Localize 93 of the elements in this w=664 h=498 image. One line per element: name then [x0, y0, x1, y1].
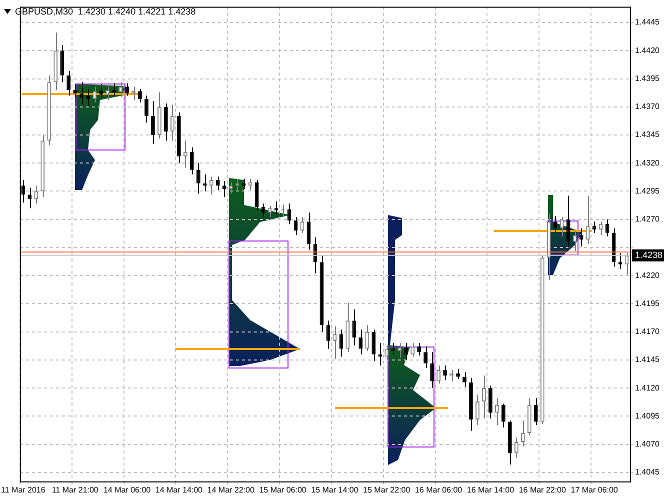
candlestick: [566, 195, 570, 248]
candlestick: [183, 140, 188, 168]
candlestick: [144, 95, 148, 124]
candlestick: [112, 82, 116, 96]
x-tick-label: 15 Mar 22:00: [363, 485, 411, 494]
candlestick: [274, 200, 278, 216]
candlestick: [436, 365, 440, 384]
y-tick-label: 1.4220: [635, 270, 660, 280]
x-tick-label: 14 Mar 06:00: [103, 485, 152, 494]
candlestick: [80, 82, 84, 106]
candlestick: [254, 179, 259, 211]
ref-line-label: 1.4238: [635, 250, 663, 260]
candlestick: [476, 394, 480, 426]
candlestick: [99, 84, 103, 98]
candlestick: [365, 324, 370, 352]
candlestick: [66, 70, 71, 96]
candlestick: [151, 100, 155, 145]
candlestick: [579, 228, 584, 247]
y-tick-label: 1.4270: [635, 214, 660, 224]
candlestick: [261, 203, 266, 218]
candlestick: [228, 182, 233, 194]
candlestick: [86, 88, 90, 106]
candlestick: [404, 342, 408, 360]
y-tick-label: 1.4170: [635, 327, 660, 336]
candlestick: [164, 103, 168, 142]
y-tick-label: 1.4420: [635, 46, 660, 55]
candlestick: [132, 86, 136, 101]
candlestick: [92, 86, 97, 103]
candlestick: [410, 342, 415, 358]
y-tick-label: 1.4195: [635, 298, 660, 308]
candlestick: [34, 185, 38, 204]
candlestick: [222, 180, 226, 198]
candlestick: [384, 344, 389, 360]
candlestick: [352, 308, 356, 346]
candlestick: [417, 342, 422, 356]
x-tick-label: 16 Mar 22:00: [518, 485, 567, 494]
candlestick: [216, 176, 220, 191]
candlestick: [520, 420, 525, 448]
candlestick: [553, 215, 558, 234]
y-tick-label: 1.4370: [635, 102, 660, 112]
x-tick-label: 14 Mar 14:00: [155, 485, 204, 494]
y-tick-label: 1.4070: [635, 439, 660, 448]
candlestick: [60, 44, 64, 83]
candlestick: [488, 385, 492, 419]
x-tick-label: 16 Mar 14:00: [466, 485, 515, 494]
candlestick: [398, 342, 402, 358]
candlestick: [196, 162, 200, 194]
x-tick-label: 11 Mar 21:00: [52, 485, 99, 494]
x-tick-label: 11 Mar 2016: [1, 485, 46, 494]
x-tick-label: 14 Mar 22:00: [207, 485, 255, 494]
candlestick: [372, 329, 376, 362]
y-tick-label: 1.4045: [635, 468, 660, 477]
candlestick: [618, 252, 622, 270]
candlestick: [560, 216, 564, 237]
candlestick: [73, 84, 78, 98]
candlestick: [592, 221, 596, 234]
x-tick-label: 17 Mar 06:00: [570, 485, 618, 494]
candlestick: [430, 352, 434, 389]
candlestick: [462, 372, 466, 388]
candlestick: [118, 82, 122, 98]
candlestick: [495, 398, 499, 426]
candlestick: [572, 230, 577, 252]
y-tick-label: 1.4320: [635, 158, 660, 168]
candlestick: [28, 187, 32, 209]
candlestick: [190, 146, 194, 175]
candlestick: [339, 329, 344, 358]
candlestick: [106, 86, 110, 101]
candlestick: [209, 176, 214, 196]
y-tick-label: 1.4095: [635, 411, 660, 420]
y-tick-label: 1.4120: [635, 383, 660, 392]
y-tick-label: 1.4345: [635, 130, 660, 140]
y-tick-label: 1.4145: [635, 355, 660, 364]
candlestick: [456, 368, 460, 380]
x-tick-label: 15 Mar 06:00: [259, 485, 307, 494]
y-tick-label: 1.4295: [635, 186, 660, 196]
candlestick: [332, 326, 337, 360]
candlestick: [391, 342, 396, 355]
candlestick: [358, 329, 363, 355]
candlestick: [514, 437, 518, 458]
candlestick: [586, 195, 590, 245]
candlestick: [443, 365, 447, 381]
candlestick: [501, 403, 506, 428]
candlestick: [125, 82, 129, 96]
y-tick-label: 1.4445: [635, 18, 660, 27]
candlestick: [534, 398, 538, 426]
y-tick-label: 1.4395: [635, 74, 660, 83]
candlestick: [138, 88, 142, 103]
candlestick: [170, 104, 174, 142]
candlestick: [248, 178, 252, 191]
x-tick-label: 16 Mar 06:00: [414, 485, 463, 494]
candlestick: [424, 346, 428, 368]
candlestick: [482, 375, 486, 419]
x-tick-label: 15 Mar 14:00: [311, 485, 359, 494]
